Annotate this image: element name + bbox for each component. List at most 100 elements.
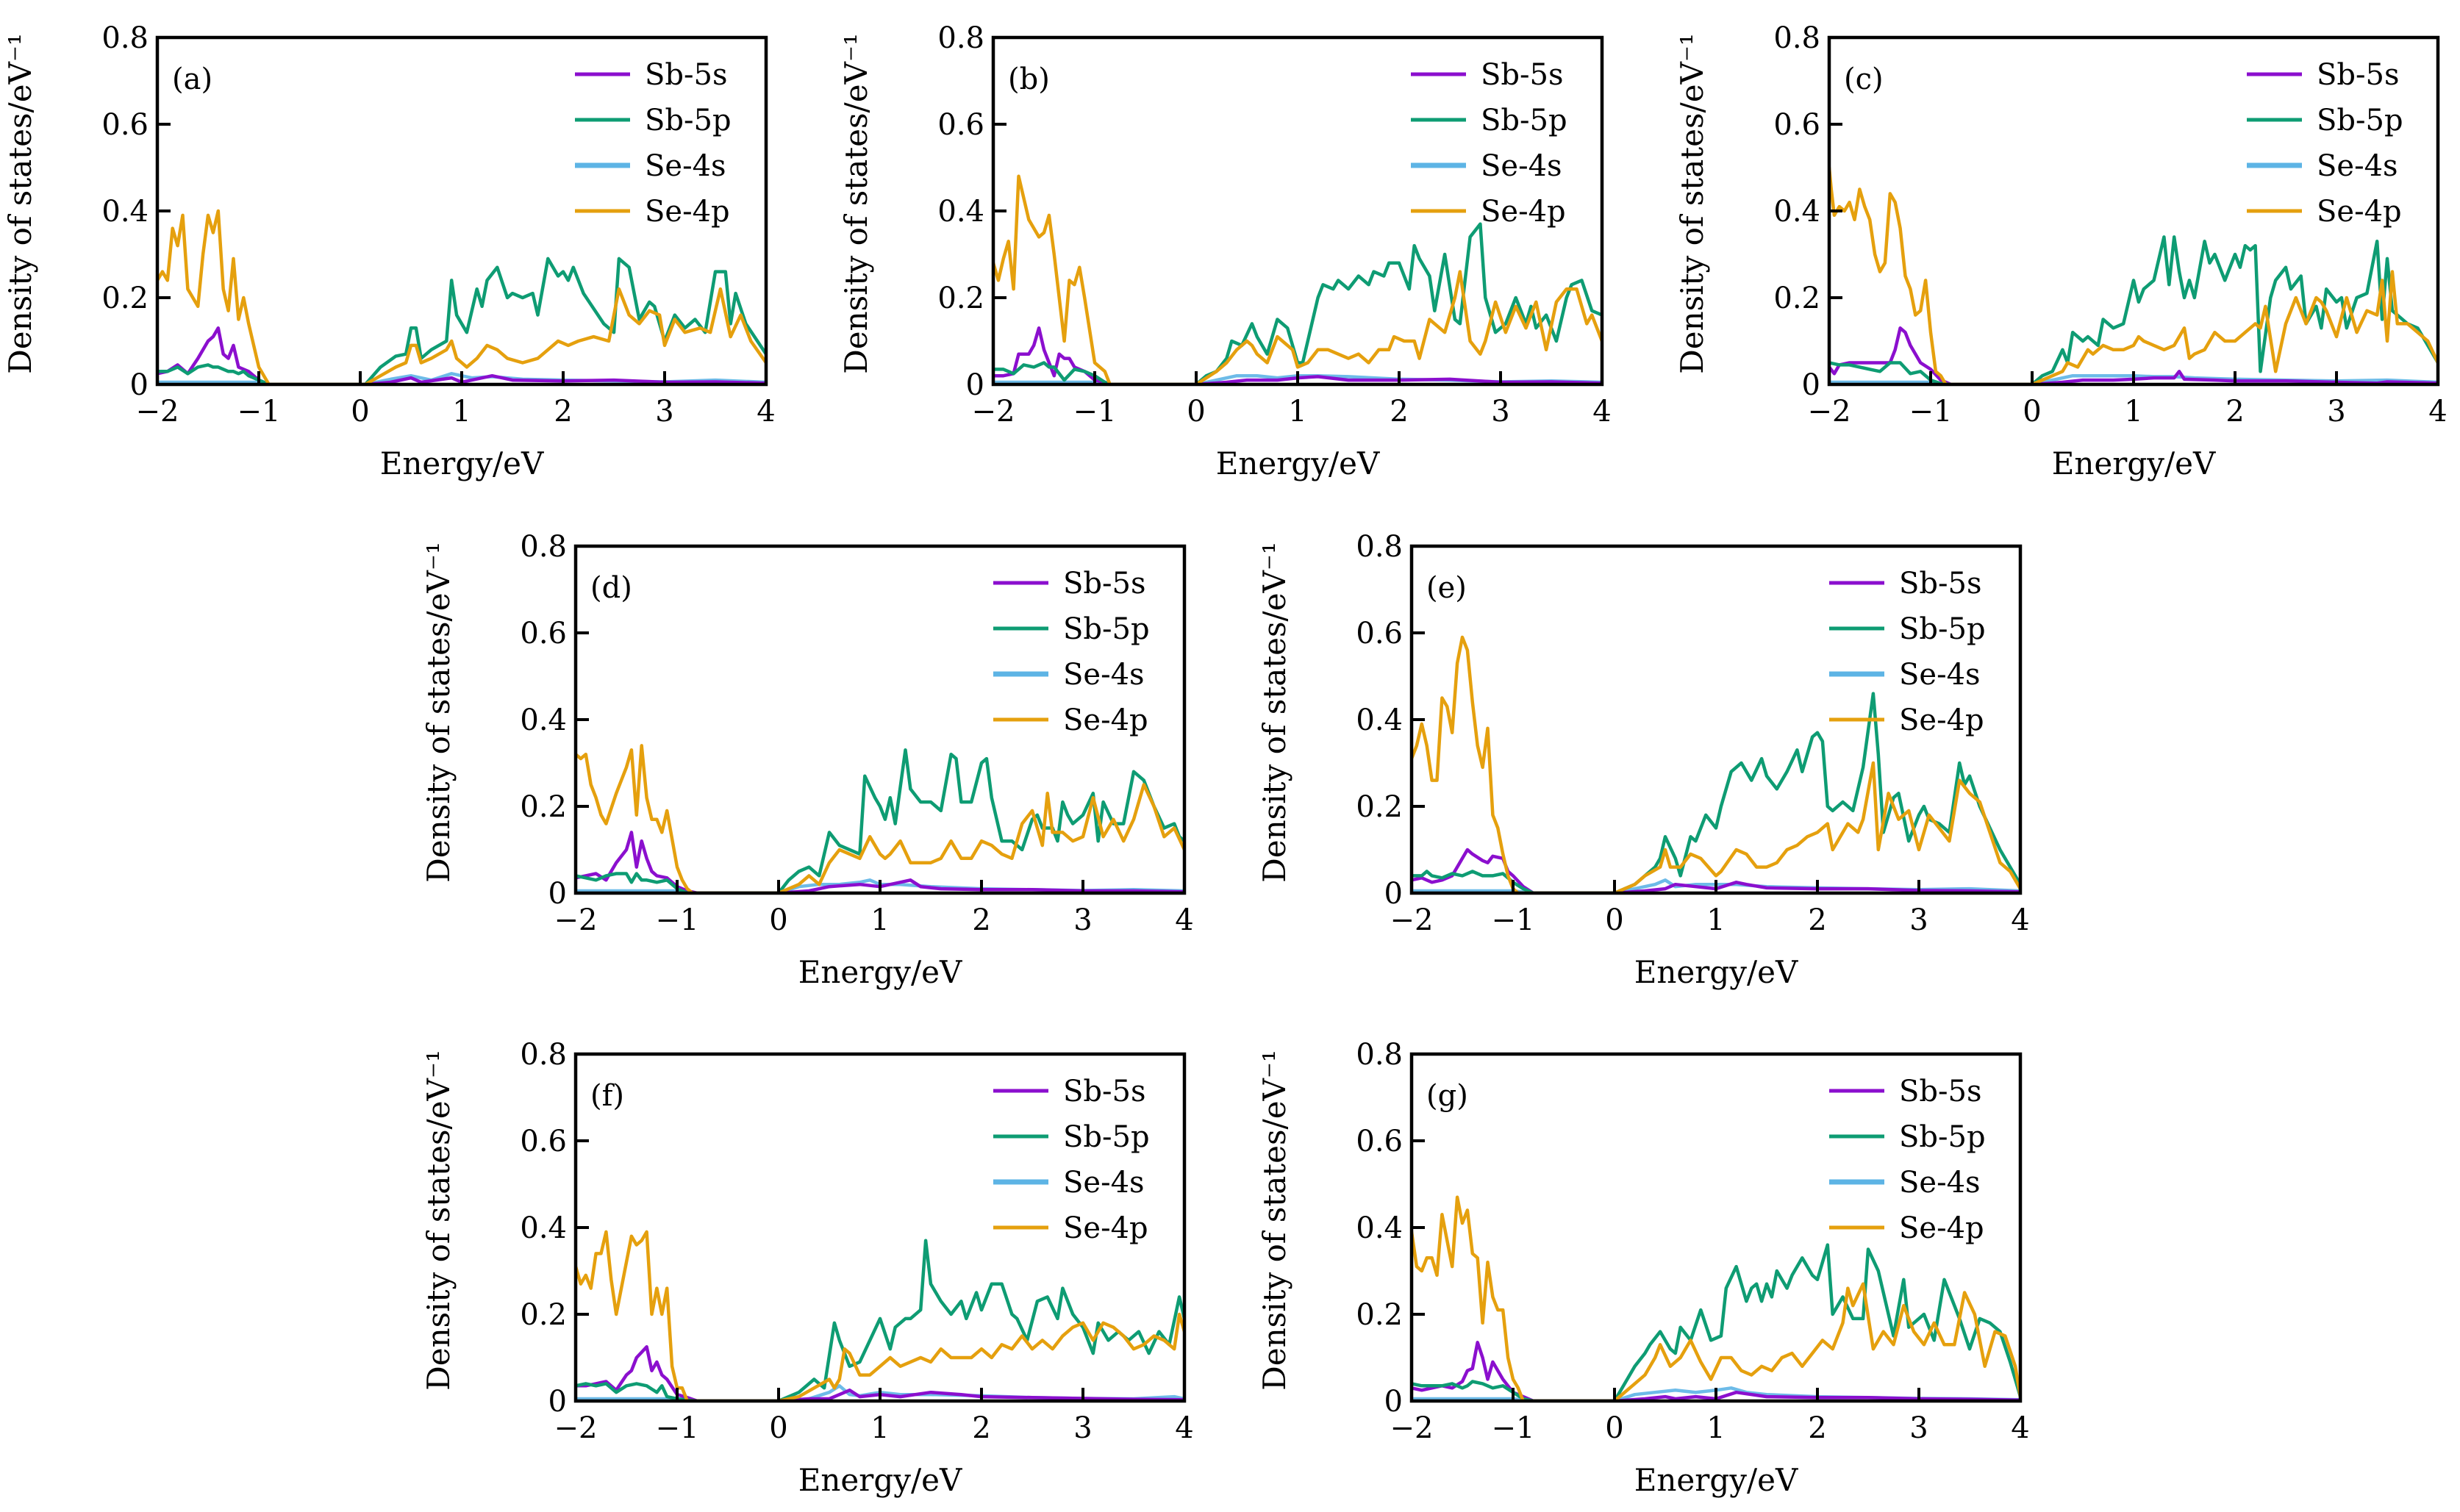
y-tick-label: 0 <box>1384 877 1403 911</box>
y-tick-label: 0.8 <box>520 530 567 564</box>
y-tick-label: 0.4 <box>520 1211 567 1245</box>
legend-label: Sb-5s <box>1481 58 1564 92</box>
legend-label: Se-4s <box>1899 1166 1981 1200</box>
x-tick-label: 2 <box>1390 395 1408 429</box>
legend-label: Sb-5p <box>645 104 732 137</box>
legend-label: Se-4s <box>645 149 726 183</box>
x-tick-label: 4 <box>757 395 775 429</box>
legend-label: Sb-5s <box>1063 1075 1146 1108</box>
legend: Sb-5s Sb-5p Se-4s Se-4p <box>1829 567 1986 737</box>
series-se-4p <box>1412 1195 2020 1401</box>
y-tick-label: 0.2 <box>520 1298 567 1332</box>
panel-c: −2 −1 0 1 2 3 4 0 0.2 0.4 0.6 0.8 Energy/eV Density o… <box>1674 21 2448 481</box>
legend-label: Sb-5p <box>1899 1120 1986 1154</box>
legend-label: Sb-5p <box>1481 104 1567 137</box>
x-tick-label: −1 <box>656 1411 699 1445</box>
x-tick-label: 3 <box>2327 395 2345 429</box>
legend-label: Se-4s <box>1899 658 1981 692</box>
y-tick-label: 0.6 <box>1773 108 1820 142</box>
y-tick-label: 0.4 <box>520 703 567 737</box>
x-axis-label: Energy/eV <box>1216 445 1380 481</box>
series-sb-5s <box>993 326 1602 384</box>
panel-tag: (f) <box>590 1079 624 1113</box>
series-sb-5s <box>576 1345 1184 1401</box>
legend-label: Sb-5s <box>2317 58 2400 92</box>
x-tick-label: 2 <box>2225 395 2244 429</box>
panel-b: −2 −1 0 1 2 3 4 0 0.2 0.4 0.6 0.8 Energy/eV Density o… <box>838 21 1612 481</box>
series-se-4p <box>576 744 1184 893</box>
x-tick-label: −2 <box>1808 395 1851 429</box>
x-tick-label: 1 <box>1706 1411 1725 1445</box>
x-axis-label: Energy/eV <box>1634 954 1798 990</box>
legend: Sb-5s Sb-5p Se-4s Se-4p <box>993 1075 1150 1245</box>
legend: Sb-5s Sb-5p Se-4s Se-4p <box>993 567 1150 737</box>
legend-label: Sb-5s <box>1063 567 1146 601</box>
y-tick-label: 0.6 <box>101 108 149 142</box>
x-tick-label: 2 <box>554 395 572 429</box>
x-tick-label: 0 <box>769 903 787 937</box>
x-tick-label: 0 <box>1605 1411 1623 1445</box>
y-tick-label: 0.6 <box>520 617 567 651</box>
panel-a: −2 −1 0 1 2 3 4 0 0.2 0.4 0.6 0.8 Energy/eV Density o… <box>2 21 776 481</box>
x-tick-label: 0 <box>1187 395 1205 429</box>
x-tick-label: −1 <box>1492 1411 1535 1445</box>
legend: Sb-5s Sb-5p Se-4s Se-4p <box>2247 58 2403 229</box>
series-sb-5p <box>1412 1243 2020 1401</box>
x-tick-label: −1 <box>1492 903 1535 937</box>
series-se-4p <box>993 174 1602 384</box>
y-tick-label: 0.4 <box>1356 1211 1403 1245</box>
legend-label: Sb-5p <box>1899 612 1986 646</box>
x-tick-label: 1 <box>2124 395 2142 429</box>
x-tick-label: −2 <box>554 903 598 937</box>
panel-d: −2 −1 0 1 2 3 4 0 0.2 0.4 0.6 0.8 Energy/eV Density o… <box>421 530 1194 990</box>
panel-tag: (g) <box>1426 1079 1468 1113</box>
legend-label: Sb-5p <box>2317 104 2403 137</box>
y-tick-label: 0.2 <box>1356 1298 1403 1332</box>
legend-label: Sb-5s <box>1899 567 1982 601</box>
y-axis-label: Density of states/eV⁻¹ <box>421 1050 457 1391</box>
x-tick-label: −2 <box>972 395 1015 429</box>
x-axis-label: Energy/eV <box>1634 1462 1798 1498</box>
x-tick-label: 4 <box>2011 1411 2029 1445</box>
x-tick-label: 3 <box>1073 1411 1092 1445</box>
y-axis-label: Density of states/eV⁻¹ <box>838 33 874 374</box>
y-tick-label: 0.2 <box>520 790 567 824</box>
y-tick-label: 0.6 <box>1356 617 1403 651</box>
legend: Sb-5s Sb-5p Se-4s Se-4p <box>575 58 732 229</box>
legend-label: Se-4p <box>1481 195 1566 229</box>
x-tick-label: 4 <box>2011 903 2029 937</box>
x-tick-label: 2 <box>1808 903 1826 937</box>
panel-e: −2 −1 0 1 2 3 4 0 0.2 0.4 0.6 0.8 Energy/eV Density o… <box>1256 530 2030 990</box>
series-sb-5p <box>576 748 1184 893</box>
legend-label: Sb-5s <box>1899 1075 1982 1108</box>
y-tick-label: 0.4 <box>937 195 984 229</box>
x-tick-label: −2 <box>554 1411 598 1445</box>
y-tick-label: 0.6 <box>520 1125 567 1158</box>
x-tick-label: 3 <box>1491 395 1509 429</box>
y-tick-label: 0 <box>548 877 567 911</box>
y-axis-label: Density of states/eV⁻¹ <box>1256 542 1292 883</box>
y-tick-label: 0.6 <box>937 108 984 142</box>
curves <box>576 1230 1184 1401</box>
x-axis-label: Energy/eV <box>798 954 962 990</box>
curves <box>157 209 766 384</box>
x-tick-label: 1 <box>1706 903 1725 937</box>
x-tick-label: 1 <box>870 1411 889 1445</box>
x-tick-label: 0 <box>1605 903 1623 937</box>
x-tick-label: 0 <box>769 1411 787 1445</box>
y-tick-label: 0.8 <box>1773 21 1820 55</box>
series-sb-5s <box>1829 326 2438 384</box>
x-tick-label: 0 <box>351 395 369 429</box>
legend-label: Sb-5p <box>1063 1120 1150 1154</box>
y-tick-label: 0 <box>1802 368 1820 402</box>
y-tick-label: 0.8 <box>1356 530 1403 564</box>
legend-label: Se-4s <box>1481 149 1562 183</box>
legend-label: Se-4p <box>2317 195 2402 229</box>
y-tick-label: 0.4 <box>101 195 149 229</box>
y-tick-label: 0.4 <box>1773 195 1820 229</box>
panel-f: −2 −1 0 1 2 3 4 0 0.2 0.4 0.6 0.8 Energy/eV Density o… <box>421 1038 1194 1498</box>
legend-label: Se-4p <box>1063 1211 1148 1245</box>
y-tick-label: 0.2 <box>101 282 149 315</box>
x-axis-label: Energy/eV <box>380 445 544 481</box>
